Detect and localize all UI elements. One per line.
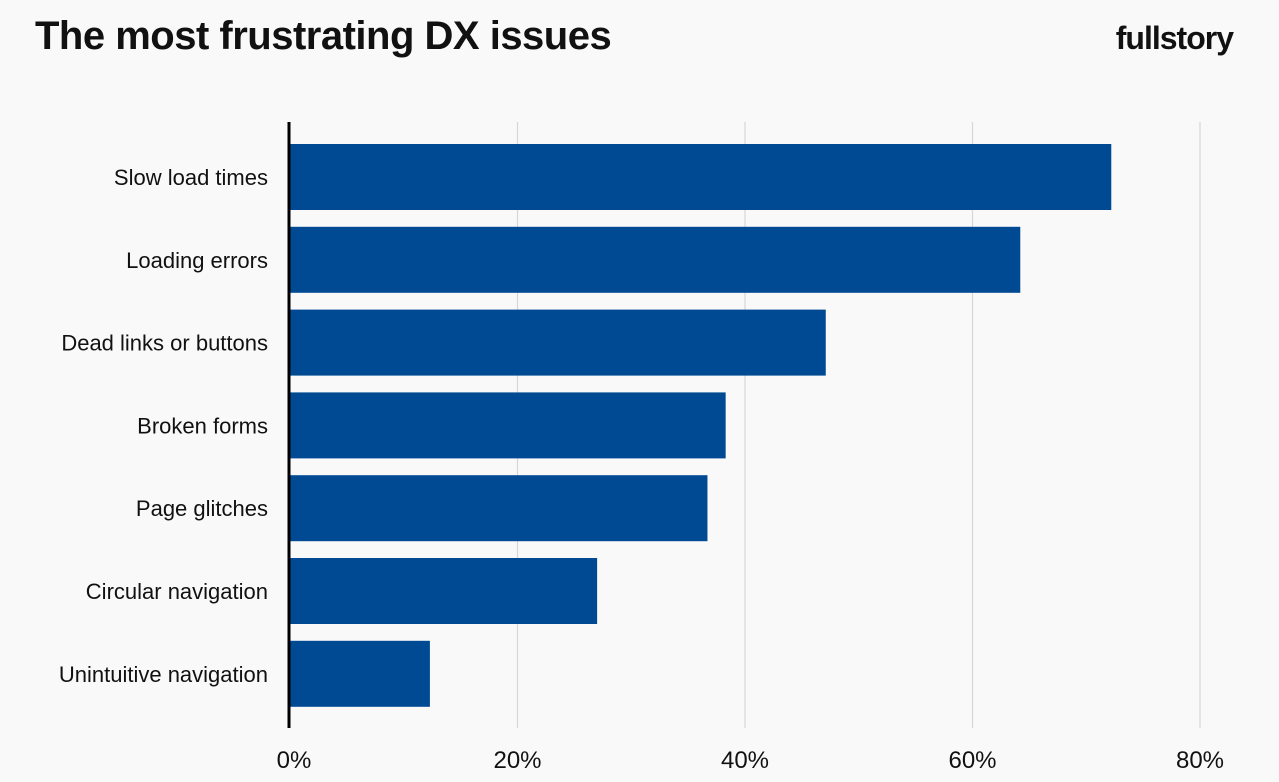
category-label: Unintuitive navigation bbox=[59, 662, 268, 687]
bar-1 bbox=[290, 226, 1021, 293]
bar-3 bbox=[290, 392, 726, 459]
category-label: Dead links or buttons bbox=[61, 331, 268, 356]
category-labels: Slow load times Loading errors Dead links … bbox=[59, 165, 268, 687]
chart-title: The most frustrating DX issues bbox=[35, 14, 612, 58]
bar-5 bbox=[290, 558, 598, 624]
category-label: Circular navigation bbox=[86, 579, 268, 604]
category-label: Page glitches bbox=[136, 496, 268, 521]
category-label: Broken forms bbox=[137, 413, 268, 438]
bar-4 bbox=[290, 475, 708, 542]
bar-0 bbox=[290, 144, 1112, 210]
x-tick-labels: 0% 20% 40% 60% 80% bbox=[277, 747, 1224, 774]
category-label: Loading errors bbox=[126, 248, 268, 273]
bar-6 bbox=[290, 640, 430, 707]
fullstory-logo: fullstory bbox=[1115, 20, 1234, 56]
bars bbox=[290, 144, 1112, 707]
x-tick-label: 20% bbox=[493, 747, 541, 774]
x-tick-label: 0% bbox=[277, 747, 312, 774]
x-tick-label: 60% bbox=[948, 747, 996, 774]
x-tick-label: 40% bbox=[721, 747, 769, 774]
bar-2 bbox=[290, 309, 826, 376]
category-label: Slow load times bbox=[114, 165, 268, 190]
x-tick-label: 80% bbox=[1176, 747, 1224, 774]
